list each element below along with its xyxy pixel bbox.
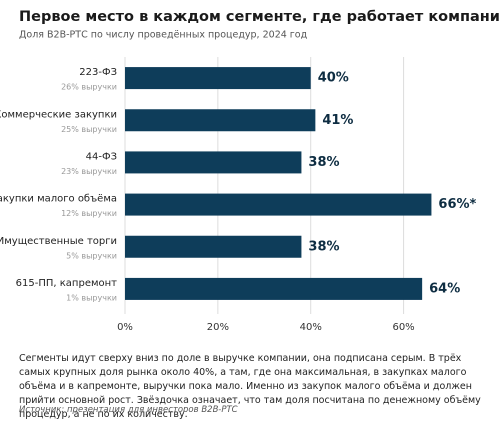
- value-label: 38%: [308, 239, 339, 254]
- category-label: Закупки малого объёма: [0, 194, 117, 205]
- bar: [125, 151, 302, 174]
- chart-title: Первое место в каждом сегменте, где рабо…: [19, 9, 500, 25]
- value-label: 64%: [429, 281, 460, 296]
- category-sublabel: 12% выручки: [61, 209, 117, 218]
- chart-subtitle: Доля B2B-РТС по числу проведённых процед…: [19, 30, 308, 41]
- category-label: 223-ФЗ: [79, 67, 117, 78]
- note: Сегменты идут сверху вниз по доле в выру…: [19, 353, 481, 420]
- bar: [125, 109, 316, 132]
- bar: [125, 193, 432, 216]
- category-sublabel: 23% выручки: [61, 167, 117, 176]
- category-sublabel: 26% выручки: [61, 83, 117, 92]
- source: Источник: презентация для инвесторов B2B…: [19, 405, 238, 415]
- x-tick-label: 60%: [392, 322, 414, 333]
- chart: Первое место в каждом сегменте, где рабо…: [0, 9, 500, 333]
- category-label: Имущественные торги: [0, 236, 117, 247]
- category-sublabel: 5% выручки: [66, 251, 117, 260]
- bar: [125, 67, 311, 90]
- value-label: 66%*: [438, 197, 476, 212]
- value-label: 40%: [318, 71, 349, 86]
- bar: [125, 235, 302, 258]
- category-label: Коммерческие закупки: [0, 109, 117, 120]
- x-tick-label: 0%: [117, 322, 133, 333]
- category-sublabel: 1% выручки: [66, 293, 117, 302]
- value-label: 41%: [322, 113, 353, 128]
- category-label: 615-ПП, капремонт: [16, 278, 117, 289]
- bar: [125, 277, 423, 300]
- category-sublabel: 25% выручки: [61, 125, 117, 134]
- x-tick-label: 20%: [207, 322, 229, 333]
- x-tick-label: 40%: [300, 322, 322, 333]
- category-label: 44-ФЗ: [86, 151, 117, 162]
- value-label: 38%: [308, 155, 339, 170]
